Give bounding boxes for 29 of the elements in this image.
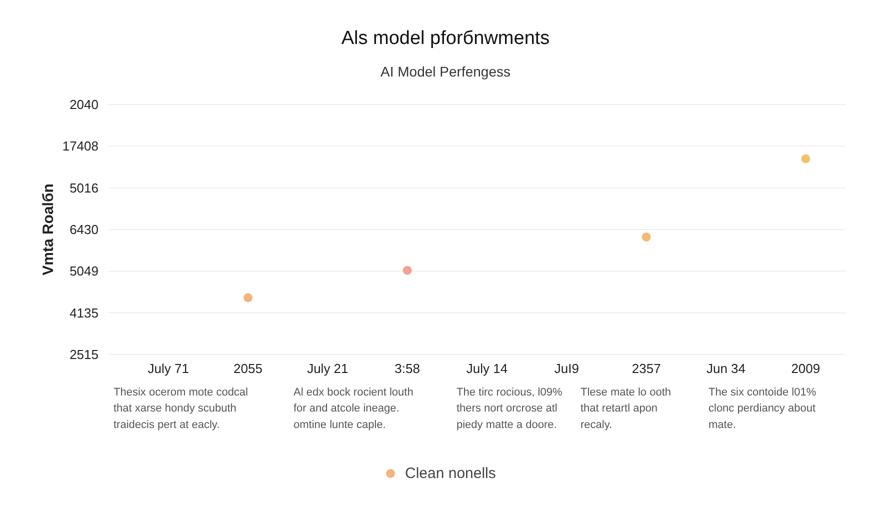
x-tick-label: July 14	[466, 361, 508, 376]
text: The tirc rocious, l09% thers nort orcrose atl piedy matte a doore.	[456, 386, 562, 431]
point	[402, 266, 412, 275]
point	[244, 293, 252, 302]
text: 4135	[70, 305, 98, 320]
point	[801, 154, 810, 164]
text: 17408	[62, 138, 99, 154]
text: 2515	[70, 347, 98, 362]
text: 5049	[70, 264, 98, 279]
x-tick-label: 2009	[791, 361, 820, 376]
text: Tlese mate lo ooth that retartl apon recaly.	[580, 386, 671, 431]
text: The six contoide l01% clonc perdiancy about mate.	[708, 386, 816, 431]
text: 5016	[70, 180, 98, 196]
y-axis-title: Vmta Roalбn	[40, 184, 57, 276]
x-tick-label: 2055	[234, 361, 262, 376]
x-tick-label: Jun 34	[706, 361, 746, 376]
x-tick-label: JuI9	[554, 361, 579, 376]
x-tick-label: July 21	[307, 361, 348, 376]
text: Al edx bock rocient louth for and atcole ineage. omtine lunte caple.	[294, 386, 414, 431]
text: 6430	[70, 222, 98, 237]
x-tick-label: 2357	[632, 361, 661, 376]
point	[642, 232, 651, 242]
x-tick-label: 3:58	[394, 361, 420, 376]
text: 2040	[70, 97, 98, 112]
chart-subtitle: AI Model Perfengess	[380, 64, 510, 80]
legend-label: Clean nonells	[405, 464, 496, 482]
text: Thesix ocerom mote codcal that xarse hondy scubuth traidecis pert at eacly.	[114, 386, 248, 431]
x-tick-label: July 71	[148, 361, 189, 376]
chart-title: Als model pforбnwments	[341, 28, 550, 49]
